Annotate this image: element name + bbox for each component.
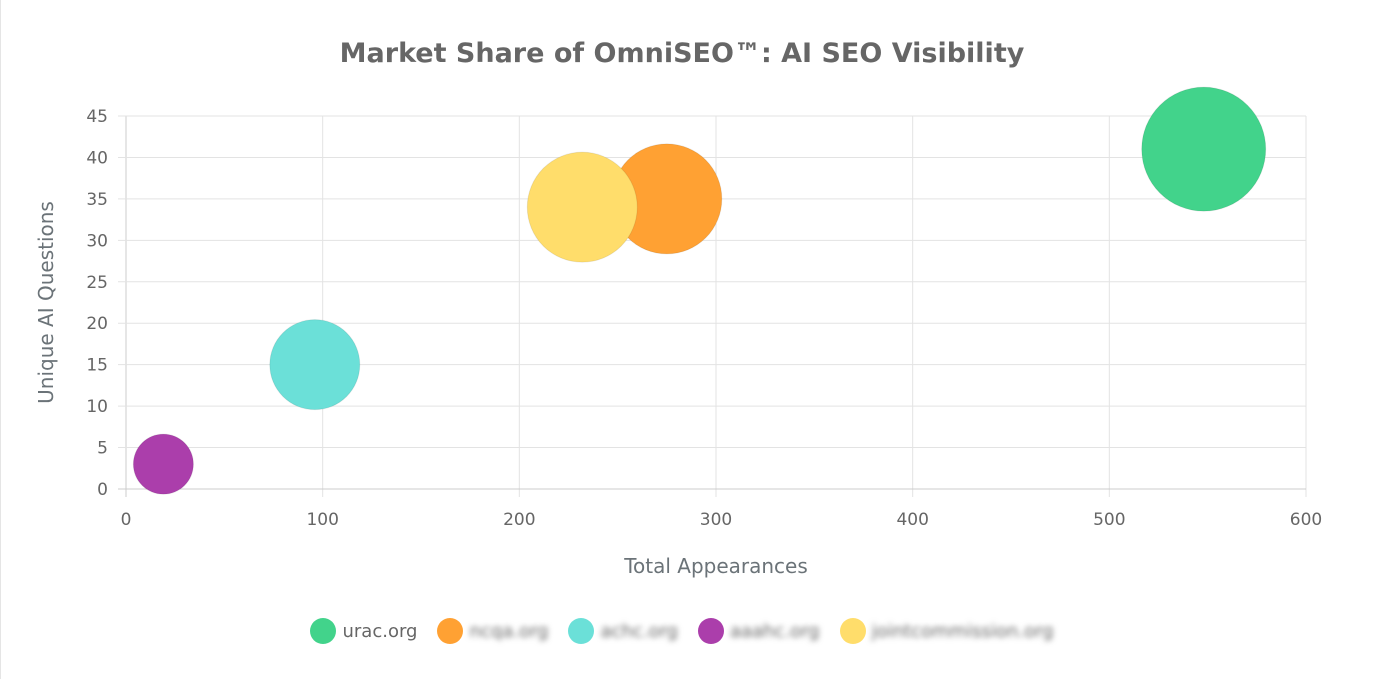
bubble-achc-org: [269, 319, 361, 411]
y-tick-label: 20: [86, 314, 108, 334]
legend-swatch: [437, 618, 464, 644]
x-tick-label: 600: [1290, 510, 1322, 530]
y-tick-label: 40: [86, 148, 108, 168]
bubble-urac-org: [1141, 86, 1267, 212]
y-tick-label: 35: [86, 190, 108, 210]
legend-swatch: [839, 618, 866, 644]
legend-item[interactable]: achc.org: [568, 618, 678, 644]
legend-label: achc.org: [600, 620, 678, 642]
chart-title: Market Share of OmniSEO™: AI SEO Visibil…: [339, 38, 1025, 69]
y-tick-label: 15: [86, 356, 108, 376]
x-tick-label: 200: [503, 510, 535, 530]
x-axis-label: Total Appearances: [623, 554, 808, 578]
legend-item[interactable]: urac.org: [310, 618, 417, 644]
legend-swatch: [568, 618, 595, 644]
x-tick-label: 500: [1093, 510, 1125, 530]
x-tick-label: 0: [121, 510, 132, 530]
legend-swatch: [310, 618, 337, 644]
y-tick-label: 0: [97, 480, 108, 500]
legend: urac.org ncqa.org achc.org aaahc.org jointco…: [1, 618, 1363, 644]
x-tick-label: 400: [896, 510, 928, 530]
y-tick-label: 10: [86, 397, 108, 417]
y-tick-label: 45: [86, 107, 108, 127]
y-axis-label: Unique AI Questions: [34, 201, 58, 404]
bubble-jointcommission-org: [526, 151, 638, 263]
legend-swatch: [697, 618, 724, 644]
y-tick-label: 30: [86, 231, 108, 251]
legend-label: urac.org: [342, 620, 418, 642]
legend-item[interactable]: aaahc.org: [697, 618, 820, 644]
bubble-aaahc-org: [132, 433, 194, 495]
x-tick-label: 300: [700, 510, 732, 530]
legend-label: jointcommission.org: [871, 620, 1054, 642]
legend-label: aaahc.org: [729, 620, 820, 642]
y-tick-label: 25: [86, 273, 108, 293]
y-tick-label: 5: [97, 439, 108, 459]
x-tick-label: 100: [306, 510, 338, 530]
legend-item[interactable]: jointcommission.org: [839, 618, 1054, 644]
legend-label: ncqa.org: [469, 620, 549, 642]
legend-item[interactable]: ncqa.org: [437, 618, 548, 644]
